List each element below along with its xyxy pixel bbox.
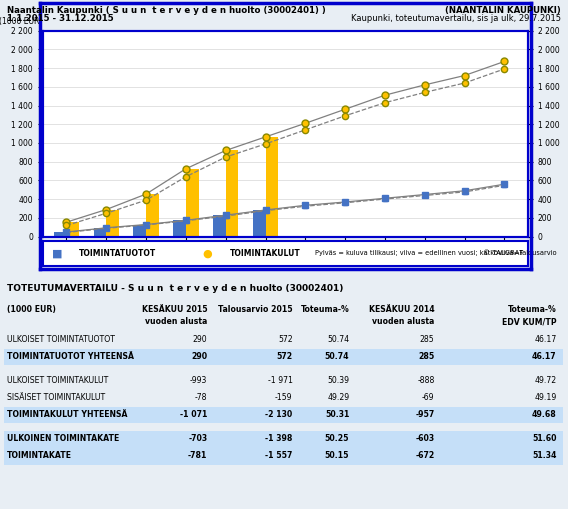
Text: -888: -888	[417, 376, 435, 385]
Text: 49.72: 49.72	[534, 376, 557, 385]
Text: 572: 572	[277, 352, 293, 361]
Text: Toteuma-%: Toteuma-%	[508, 305, 557, 315]
Text: -2 130: -2 130	[265, 410, 293, 419]
Text: -672: -672	[415, 451, 435, 460]
Text: 50.39: 50.39	[327, 376, 349, 385]
Text: 51.60: 51.60	[532, 434, 557, 443]
Text: 50.74: 50.74	[327, 335, 349, 344]
Text: 1.1.2015 - 31.12.2015: 1.1.2015 - 31.12.2015	[7, 14, 114, 23]
Text: -69: -69	[422, 393, 435, 402]
Text: (1000 EUR): (1000 EUR)	[0, 17, 42, 26]
Bar	[186, 169, 199, 237]
Text: KESÄKUU 2015: KESÄKUU 2015	[141, 305, 207, 315]
Bar	[265, 137, 278, 237]
Text: -1 071: -1 071	[180, 410, 207, 419]
Text: TOIMINTATUOTOT YHTEENSÄ: TOIMINTATUOTOT YHTEENSÄ	[7, 352, 134, 361]
Text: -1 971: -1 971	[268, 376, 293, 385]
Text: 49.29: 49.29	[327, 393, 349, 402]
Text: ULKOINEN TOIMINTAKATE: ULKOINEN TOIMINTAKATE	[7, 434, 119, 443]
Bar	[66, 222, 79, 237]
Text: 290: 290	[193, 335, 207, 344]
Text: 50.25: 50.25	[325, 434, 349, 443]
Text: 50.15: 50.15	[325, 451, 349, 460]
Text: ■: ■	[52, 248, 63, 259]
Text: KESÄKUU 2014: KESÄKUU 2014	[369, 305, 435, 315]
Text: 49.19: 49.19	[534, 393, 557, 402]
Text: (1000 EUR): (1000 EUR)	[7, 305, 56, 315]
Bar	[173, 220, 186, 237]
Bar	[225, 151, 239, 237]
Text: -957: -957	[415, 410, 435, 419]
Text: 46.17: 46.17	[534, 335, 557, 344]
Bar	[253, 210, 265, 237]
Text: -703: -703	[188, 434, 207, 443]
Text: (NAANTALIN KAUPUNKI): (NAANTALIN KAUPUNKI)	[445, 6, 561, 15]
Text: -603: -603	[415, 434, 435, 443]
Text: Kaupunki, toteutumavertailu, sis ja ulk, 29.7.2015: Kaupunki, toteutumavertailu, sis ja ulk,…	[351, 14, 561, 23]
Text: 46.17: 46.17	[532, 352, 557, 361]
Text: vuoden alusta: vuoden alusta	[372, 317, 435, 326]
Text: Naantalin Kaupunki ( S u u n  t e r v e y d e n huolto (30002401) ): Naantalin Kaupunki ( S u u n t e r v e y…	[7, 6, 325, 15]
Text: TOIMINTAKULUT: TOIMINTAKULUT	[229, 249, 300, 258]
Text: ●: ●	[203, 248, 212, 259]
Text: 50.74: 50.74	[325, 352, 349, 361]
Text: © TALGRAF: © TALGRAF	[483, 250, 523, 257]
Bar	[106, 210, 119, 237]
Text: Toteuma-%: Toteuma-%	[300, 305, 349, 315]
Bar	[133, 224, 146, 237]
Text: vuoden alusta: vuoden alusta	[145, 317, 207, 326]
Text: -78: -78	[195, 393, 207, 402]
Text: Talousarvio 2015: Talousarvio 2015	[218, 305, 293, 315]
Text: 50.31: 50.31	[325, 410, 349, 419]
Text: SISÄISET TOIMINTAKULUT: SISÄISET TOIMINTAKULUT	[7, 393, 105, 402]
Text: -993: -993	[190, 376, 207, 385]
Text: ULKOISET TOIMINTATUOTOT: ULKOISET TOIMINTATUOTOT	[7, 335, 115, 344]
Text: ULKOISET TOIMINTAKULUT: ULKOISET TOIMINTAKULUT	[7, 376, 108, 385]
Text: 572: 572	[278, 335, 293, 344]
Text: 285: 285	[420, 335, 435, 344]
Bar	[54, 232, 66, 237]
Text: TOIMINTAKATE: TOIMINTAKATE	[7, 451, 72, 460]
Bar	[213, 215, 225, 237]
Text: TOIMINTAKULUT YHTEENSÄ: TOIMINTAKULUT YHTEENSÄ	[7, 410, 127, 419]
Text: 290: 290	[191, 352, 207, 361]
Text: -1 398: -1 398	[265, 434, 293, 443]
Text: 49.68: 49.68	[532, 410, 557, 419]
Text: TOTEUTUMAVERTAILU - S u u n  t e r v e y d e n huolto (30002401): TOTEUTUMAVERTAILU - S u u n t e r v e y …	[7, 284, 343, 293]
Text: -781: -781	[188, 451, 207, 460]
Bar	[94, 228, 106, 237]
Text: EDV KUM/TP: EDV KUM/TP	[502, 317, 557, 326]
Text: -159: -159	[275, 393, 293, 402]
Text: -1 557: -1 557	[265, 451, 293, 460]
Text: Pylväs = kuluva tilikausi; viiva = edellinen vuosi; katkoviiva=Talousarvio: Pylväs = kuluva tilikausi; viiva = edell…	[315, 250, 556, 257]
Text: 51.34: 51.34	[532, 451, 557, 460]
Text: TOIMINTATUOTOT: TOIMINTATUOTOT	[79, 249, 156, 258]
Bar	[146, 194, 159, 237]
Text: 285: 285	[418, 352, 435, 361]
